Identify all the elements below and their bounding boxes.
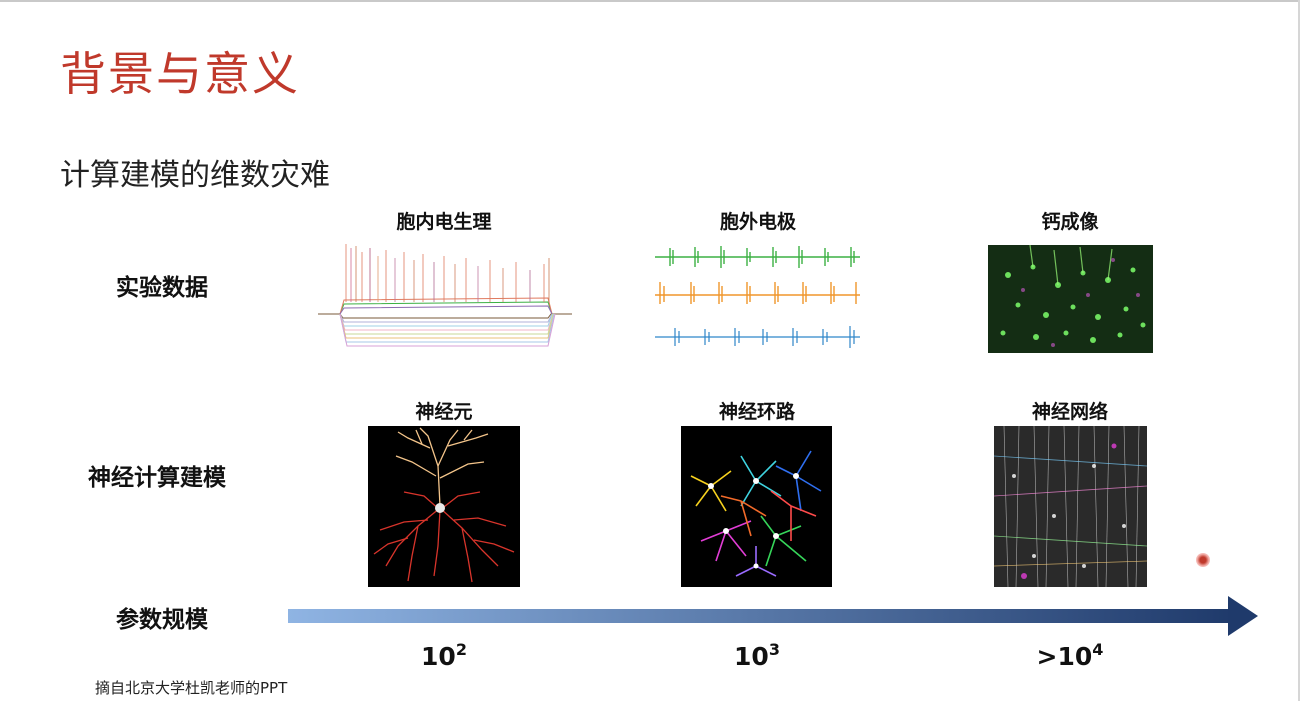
col-label-circuit: 神经环路 bbox=[718, 401, 796, 423]
neural-circuit-image bbox=[681, 426, 832, 587]
col-label-extracellular: 胞外电极 bbox=[719, 211, 797, 233]
row-label-modeling: 神经计算建模 bbox=[88, 465, 226, 491]
slide-title: 背景与意义 bbox=[60, 47, 300, 101]
col-label-intracellular: 胞内电生理 bbox=[396, 211, 492, 233]
laser-pointer-icon bbox=[1196, 553, 1210, 567]
scale-label-circuit: 103 bbox=[734, 640, 780, 671]
slide-subtitle: 计算建模的维数灾难 bbox=[60, 158, 330, 193]
col-label-calcium: 钙成像 bbox=[1041, 211, 1099, 233]
col-label-network: 神经网络 bbox=[1031, 401, 1109, 423]
neural-network-image bbox=[994, 426, 1147, 587]
parameter-scale-arrow bbox=[288, 596, 1258, 636]
scale-label-network: >104 bbox=[1036, 640, 1104, 671]
col-label-neuron: 神经元 bbox=[415, 401, 473, 423]
calcium-imaging-image bbox=[988, 245, 1153, 353]
slide-top-border bbox=[0, 0, 1300, 2]
slide-right-border bbox=[1298, 0, 1300, 701]
source-footnote: 摘自北京大学杜凯老师的PPT bbox=[95, 679, 288, 697]
extracellular-traces-image bbox=[655, 240, 863, 352]
scale-label-neuron: 102 bbox=[421, 640, 467, 671]
row-label-params: 参数规模 bbox=[116, 607, 208, 633]
neuron-morphology-image bbox=[368, 426, 520, 587]
intracellular-traces-image bbox=[318, 238, 572, 358]
row-label-experiment: 实验数据 bbox=[116, 275, 208, 301]
